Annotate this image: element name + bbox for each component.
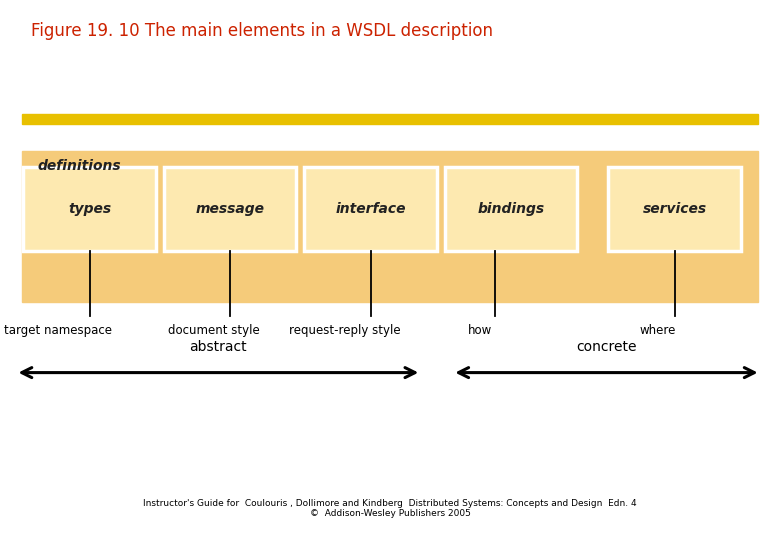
Bar [164,167,296,251]
Text: message: message [196,202,264,216]
Text: target namespace: target namespace [4,324,112,337]
Text: types: types [68,202,112,216]
Text: services: services [643,202,707,216]
Text: document style: document style [168,324,260,337]
Text: Figure 19. 10 The main elements in a WSDL description: Figure 19. 10 The main elements in a WSD… [31,22,493,39]
Bar [23,167,156,251]
Text: Instructor's Guide for  Coulouris , Dollimore and Kindberg  Distributed Systems:: Instructor's Guide for Coulouris , Dolli… [144,499,636,518]
Text: concrete: concrete [576,340,636,354]
Bar [304,167,437,251]
Text: bindings: bindings [477,202,544,216]
Bar [22,151,758,302]
Text: abstract: abstract [190,340,247,354]
Text: how: how [468,324,492,337]
Bar [608,167,741,251]
Text: interface: interface [335,202,406,216]
Text: definitions: definitions [37,159,121,173]
Bar [22,114,758,124]
Bar [445,167,577,251]
Text: request-reply style: request-reply style [289,324,400,337]
Text: where: where [640,324,676,337]
